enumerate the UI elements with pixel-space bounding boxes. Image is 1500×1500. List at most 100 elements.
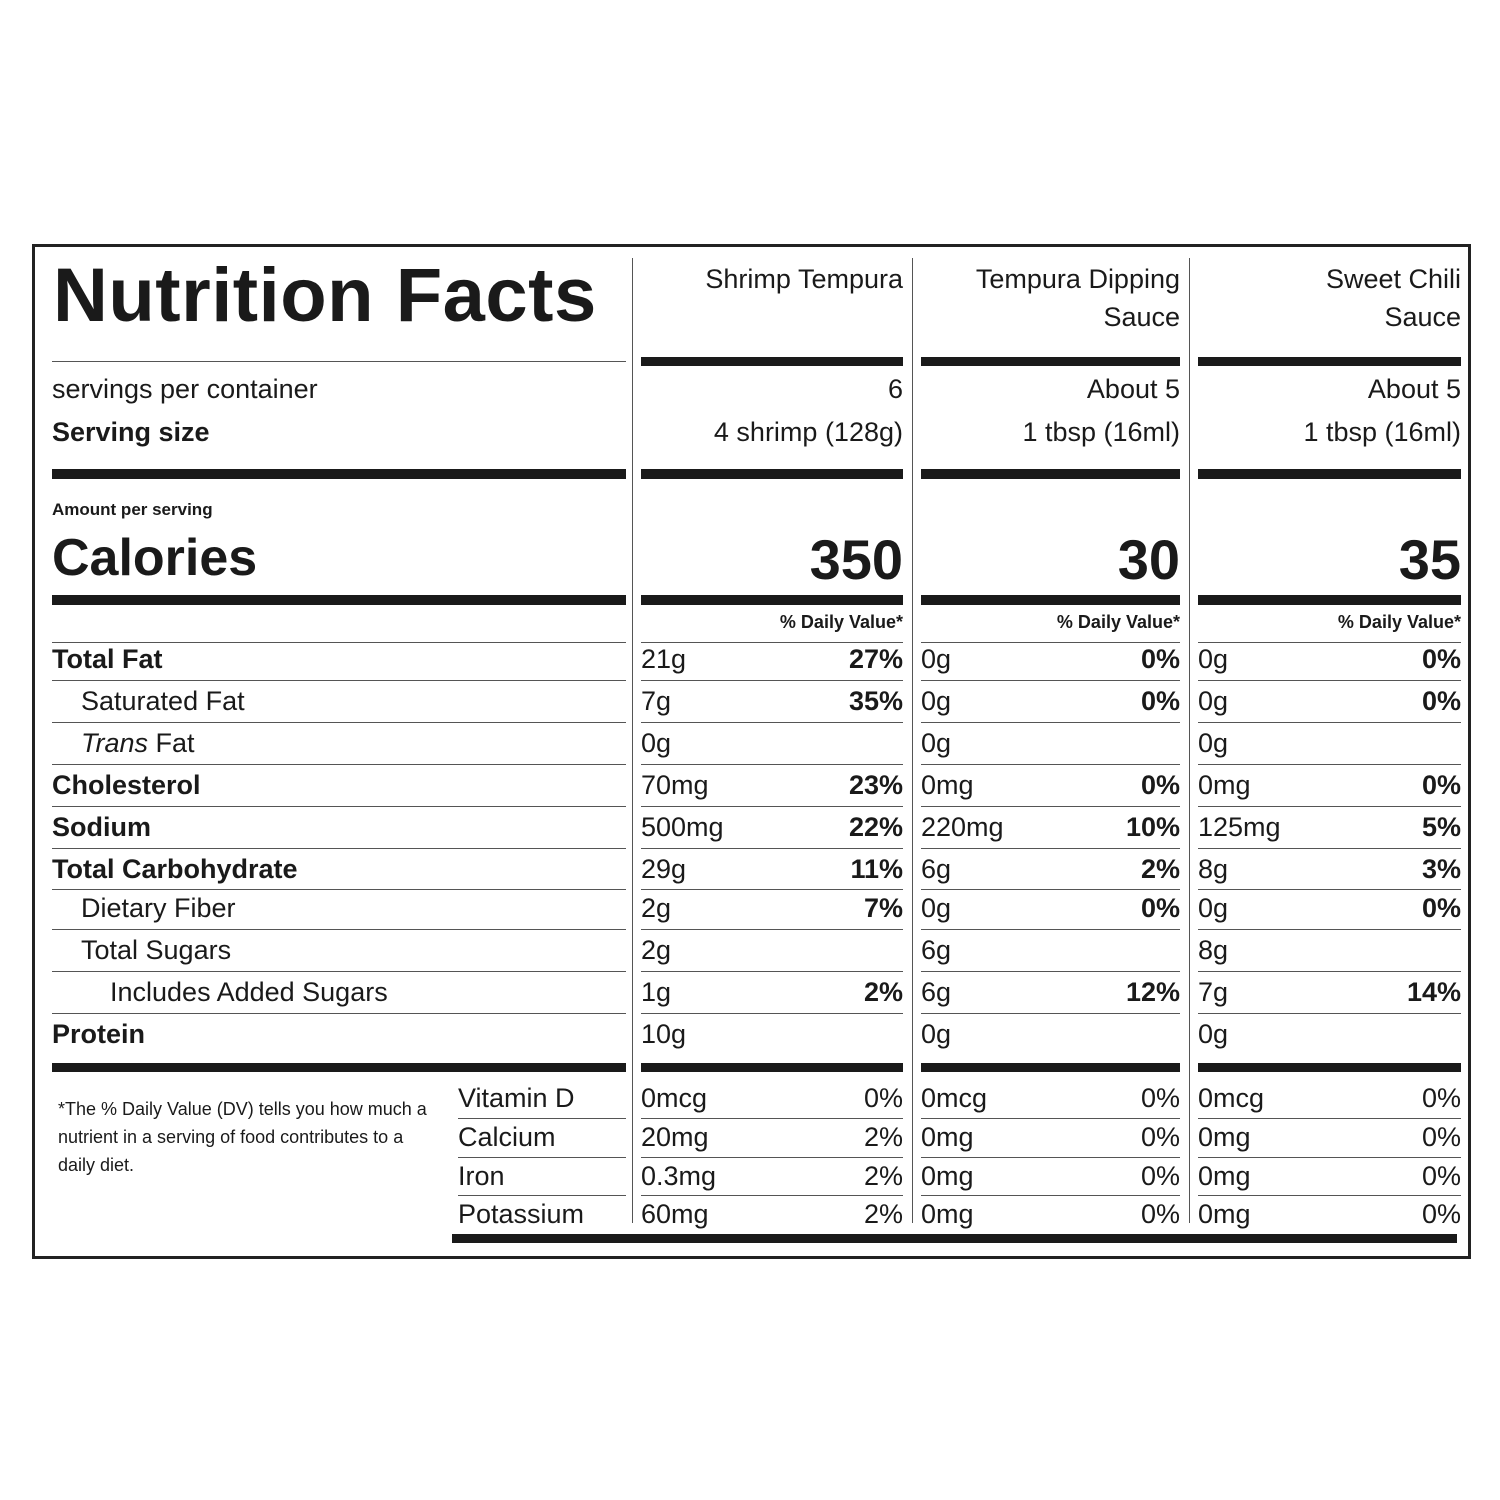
vitamin-label: Vitamin D xyxy=(458,1083,575,1113)
thick-divider xyxy=(1198,469,1461,479)
divider-line xyxy=(921,1117,1180,1119)
nutrient-amount: 7g xyxy=(1198,977,1229,1007)
serving-size-value: 4 shrimp (128g) xyxy=(713,417,903,447)
servings-value: About 5 xyxy=(1086,374,1180,404)
nutrient-daily-value: 14% xyxy=(1406,977,1461,1007)
divider-line xyxy=(52,848,626,849)
vitamin-daily-value: 2% xyxy=(863,1122,903,1152)
divider-line xyxy=(52,764,626,765)
nutrient-label: Protein xyxy=(52,1019,146,1049)
thick-divider xyxy=(641,469,903,479)
thick-divider xyxy=(921,1063,1180,1072)
divider-line xyxy=(921,929,1180,930)
divider-line xyxy=(921,680,1180,681)
product-name: Tempura Dipping xyxy=(975,264,1180,294)
vitamin-amount: 0mg xyxy=(1198,1161,1251,1191)
thick-divider xyxy=(641,357,903,366)
divider-line xyxy=(52,1013,626,1014)
vitamin-daily-value: 2% xyxy=(863,1199,903,1229)
divider-line xyxy=(921,722,1180,723)
divider-line xyxy=(921,848,1180,849)
thick-divider xyxy=(52,469,626,479)
vitamin-daily-value: 0% xyxy=(1421,1199,1461,1229)
serving-size-label: Serving size xyxy=(52,417,210,447)
nutrient-amount: 6g xyxy=(921,977,952,1007)
divider-line xyxy=(921,642,1180,643)
calories-value: 350 xyxy=(809,528,903,591)
vitamin-amount: 20mg xyxy=(641,1122,709,1152)
thick-divider xyxy=(1198,1063,1461,1072)
divider-line xyxy=(921,806,1180,807)
divider-line xyxy=(641,1117,903,1119)
vitamin-amount: 0.3mg xyxy=(641,1161,717,1191)
divider-line xyxy=(921,764,1180,765)
vitamin-amount: 0mg xyxy=(921,1199,974,1229)
nutrient-label: Trans Fat xyxy=(81,727,195,759)
nutrient-amount: 0g xyxy=(1198,1019,1229,1049)
nutrient-label-italic: Trans xyxy=(81,728,149,758)
nutrient-amount: 0g xyxy=(641,728,672,758)
divider-line xyxy=(921,1013,1180,1014)
divider-line xyxy=(1198,806,1461,807)
thick-divider xyxy=(641,595,903,605)
daily-value-header: % Daily Value* xyxy=(1056,612,1180,632)
vitamin-label: Calcium xyxy=(458,1122,556,1152)
nutrient-daily-value: 0% xyxy=(1421,686,1461,716)
nutrient-amount: 8g xyxy=(1198,854,1229,884)
product-name: Shrimp Tempura xyxy=(705,264,903,294)
nutrient-amount: 0mg xyxy=(1198,770,1251,800)
calories-value: 30 xyxy=(1117,528,1180,591)
product-name: Sweet Chili xyxy=(1325,264,1461,294)
nutrient-daily-value: 10% xyxy=(1125,812,1180,842)
nutrient-amount: 21g xyxy=(641,644,687,674)
divider-line xyxy=(641,1013,903,1014)
divider-line xyxy=(1198,888,1461,890)
nutrient-amount: 0g xyxy=(1198,686,1229,716)
divider-line xyxy=(641,848,903,849)
divider-line xyxy=(641,642,903,643)
calories-value: 35 xyxy=(1398,528,1461,591)
divider-line xyxy=(1198,680,1461,681)
vitamin-amount: 0mg xyxy=(1198,1122,1251,1152)
servings-value: 6 xyxy=(887,374,903,404)
vitamin-label: Iron xyxy=(458,1161,505,1191)
vitamin-daily-value: 0% xyxy=(1421,1083,1461,1113)
nutrient-daily-value: 0% xyxy=(1421,893,1461,923)
calories-label: Calories xyxy=(52,529,258,587)
divider-line xyxy=(52,888,626,890)
nutrient-daily-value: 23% xyxy=(848,770,903,800)
nutrient-daily-value: 0% xyxy=(1140,770,1180,800)
divider-line xyxy=(458,1117,626,1119)
thick-divider xyxy=(921,357,1180,366)
nutrient-amount: 0g xyxy=(921,1019,952,1049)
vitamin-daily-value: 0% xyxy=(1140,1083,1180,1113)
nutrient-daily-value: 0% xyxy=(1140,686,1180,716)
daily-value-header: % Daily Value* xyxy=(779,612,903,632)
divider-line xyxy=(641,722,903,723)
divider-line xyxy=(1198,929,1461,930)
daily-value-footnote: *The % Daily Value (DV) tells you how mu… xyxy=(58,1099,427,1175)
divider-line xyxy=(921,1156,1180,1158)
nutrient-label: Dietary Fiber xyxy=(81,893,236,923)
column-divider xyxy=(1189,258,1190,1223)
nutrient-amount: 0g xyxy=(1198,644,1229,674)
thick-divider xyxy=(452,1234,1457,1243)
nutrient-amount: 500mg xyxy=(641,812,724,842)
divider-line xyxy=(458,1156,626,1158)
column-divider xyxy=(912,258,913,1223)
nutrient-daily-value: 0% xyxy=(1140,644,1180,674)
nutrient-label: Saturated Fat xyxy=(81,686,245,716)
divider-line xyxy=(1198,1195,1461,1196)
divider-line xyxy=(641,1195,903,1196)
divider-line xyxy=(641,680,903,681)
vitamin-daily-value: 0% xyxy=(1421,1122,1461,1152)
vitamin-label: Potassium xyxy=(458,1199,585,1229)
nutrient-label-text: Fat xyxy=(148,728,195,758)
vitamin-daily-value: 0% xyxy=(1421,1161,1461,1191)
thick-divider xyxy=(1198,595,1461,605)
nutrient-amount: 0g xyxy=(1198,728,1229,758)
column-divider xyxy=(632,258,633,1223)
divider-line xyxy=(1198,1156,1461,1158)
vitamin-daily-value: 2% xyxy=(863,1161,903,1191)
vitamin-amount: 0mg xyxy=(921,1122,974,1152)
